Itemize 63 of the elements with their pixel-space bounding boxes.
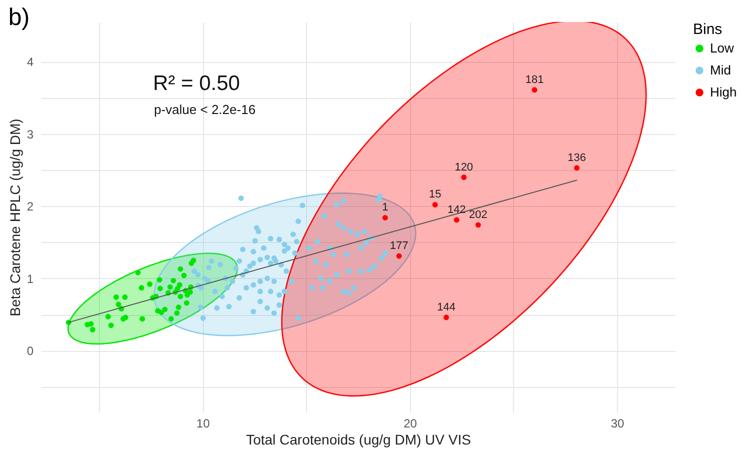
x-tick-label: 30 (610, 416, 624, 430)
annotation: 136 (568, 152, 586, 164)
point (574, 165, 580, 171)
point (168, 316, 174, 322)
point (147, 281, 153, 287)
point (174, 310, 180, 316)
y-tick-label: 4 (26, 55, 34, 70)
chart-title: b) (8, 4, 30, 31)
point (475, 222, 481, 228)
point (184, 300, 190, 306)
annotation: 177 (390, 240, 408, 252)
point (181, 272, 187, 278)
annotation: 1 (382, 202, 388, 214)
legend-title: Bins (693, 21, 722, 38)
point (532, 87, 538, 93)
y-tick-label: 2 (26, 200, 34, 214)
legend-label: High (710, 84, 737, 100)
point (396, 253, 402, 259)
point (122, 314, 128, 320)
annotation: R² = 0.50 (153, 72, 240, 95)
point (432, 202, 438, 208)
point (90, 326, 96, 332)
annotation: 120 (454, 161, 474, 174)
y-tick-label: 1 (26, 272, 34, 286)
point (162, 306, 168, 312)
annotation: 144 (437, 301, 456, 314)
point (190, 258, 196, 264)
point (461, 174, 467, 180)
point (444, 314, 449, 320)
point (157, 286, 163, 292)
legend-label: Low (710, 40, 734, 56)
x-axis-title: Total Carotenoids (ug/g DM) UV VIS (246, 432, 471, 448)
point (105, 314, 111, 320)
point (156, 277, 162, 283)
y-tick-label: 3 (26, 127, 34, 142)
point (116, 302, 122, 308)
point (122, 294, 128, 300)
x-tick-label: 10 (196, 416, 210, 430)
annotation: 15 (428, 188, 442, 201)
point (382, 214, 388, 220)
y-tick-label: 0 (26, 344, 34, 358)
point (140, 316, 146, 322)
point (187, 289, 193, 295)
point (108, 322, 114, 328)
x-tick-label: 20 (404, 416, 418, 430)
point (178, 266, 184, 272)
point (113, 294, 119, 300)
point (178, 294, 184, 300)
annotation: 142 (447, 204, 466, 216)
point (454, 217, 460, 223)
point (170, 278, 176, 284)
point (167, 284, 173, 290)
point (176, 282, 182, 288)
annotation: 202 (468, 208, 488, 221)
annotation: 181 (525, 74, 544, 86)
legend-label: Mid (710, 62, 731, 78)
point (138, 285, 144, 291)
point (135, 270, 141, 276)
point (88, 321, 94, 327)
y-axis-title: Beta Carotene HPLC (ug/g DM) (6, 118, 23, 316)
annotation: p-value < 2.2e-16 (154, 102, 256, 117)
point (158, 310, 164, 316)
point (176, 304, 182, 310)
